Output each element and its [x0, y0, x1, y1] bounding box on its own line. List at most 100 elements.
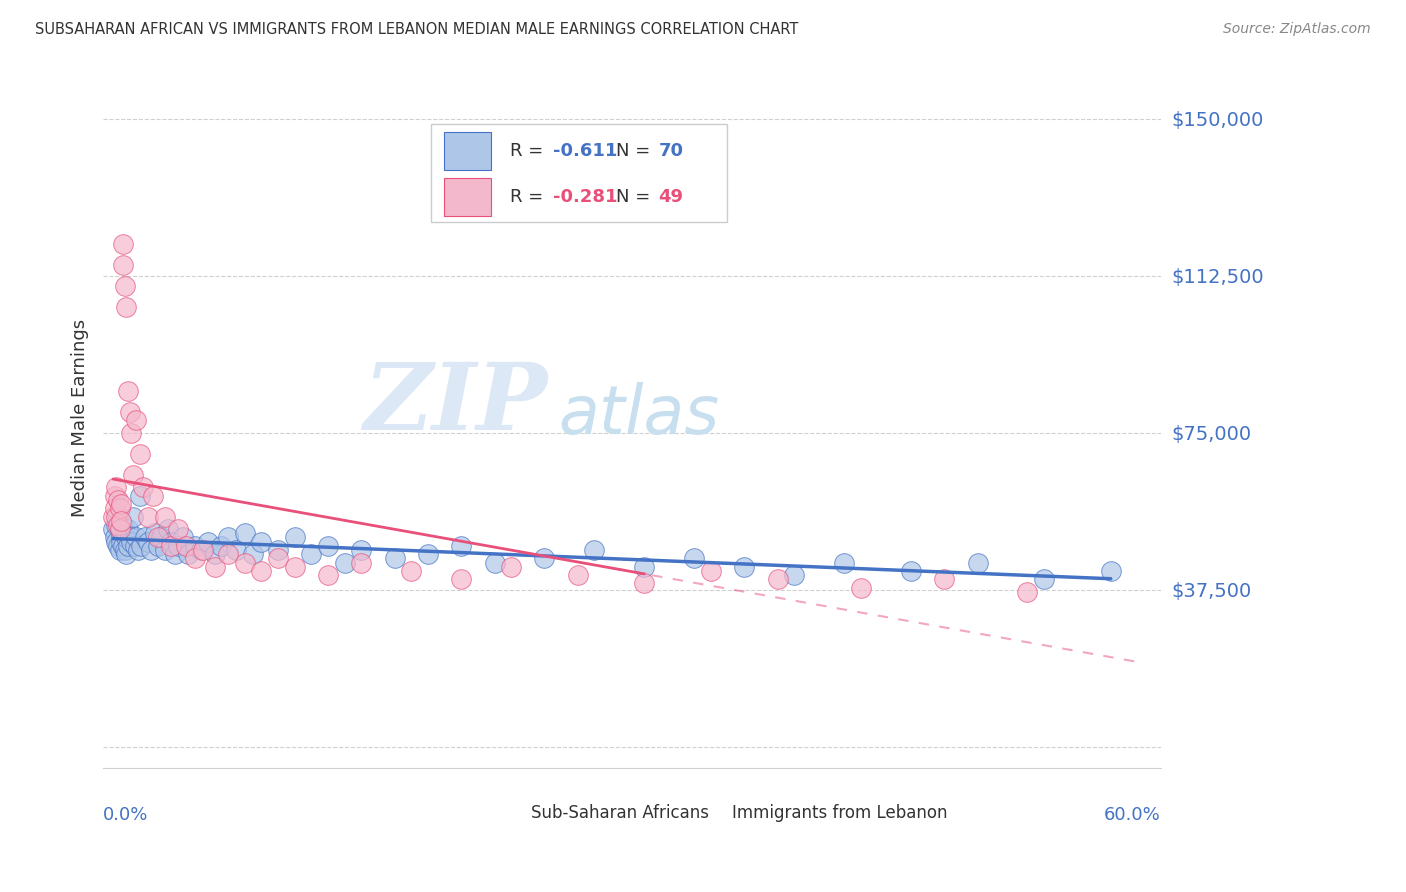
- Point: [107, 517, 129, 532]
- Point: [197, 534, 219, 549]
- Point: [112, 539, 135, 553]
- Point: [733, 559, 755, 574]
- Point: [101, 509, 124, 524]
- Point: [533, 551, 555, 566]
- Point: [225, 543, 247, 558]
- Point: [141, 543, 163, 558]
- Point: [284, 531, 307, 545]
- Point: [267, 551, 290, 566]
- FancyBboxPatch shape: [685, 799, 727, 827]
- Point: [110, 514, 132, 528]
- Text: N =: N =: [616, 142, 657, 161]
- Point: [120, 534, 142, 549]
- Point: [267, 543, 290, 558]
- Point: [110, 531, 132, 545]
- Y-axis label: Median Male Earnings: Median Male Earnings: [72, 319, 89, 517]
- Point: [184, 539, 207, 553]
- FancyBboxPatch shape: [484, 799, 526, 827]
- Point: [122, 509, 145, 524]
- Point: [160, 539, 183, 553]
- Point: [115, 531, 138, 545]
- Point: [136, 509, 159, 524]
- Point: [484, 556, 506, 570]
- Point: [633, 576, 655, 591]
- Point: [124, 539, 146, 553]
- Point: [118, 531, 141, 545]
- Point: [191, 543, 214, 558]
- Point: [1099, 564, 1122, 578]
- Point: [172, 531, 194, 545]
- Point: [132, 480, 155, 494]
- Point: [167, 522, 190, 536]
- Point: [114, 279, 136, 293]
- Text: -0.611: -0.611: [553, 142, 617, 161]
- Point: [136, 534, 159, 549]
- Point: [108, 543, 131, 558]
- Point: [110, 497, 132, 511]
- Point: [450, 539, 472, 553]
- Point: [105, 509, 128, 524]
- Point: [134, 531, 156, 545]
- Text: ZIP: ZIP: [363, 359, 547, 450]
- Point: [242, 547, 264, 561]
- Point: [108, 501, 131, 516]
- Point: [683, 551, 706, 566]
- Point: [209, 539, 232, 553]
- Point: [105, 517, 128, 532]
- Point: [217, 547, 239, 561]
- Point: [104, 489, 127, 503]
- Point: [350, 543, 373, 558]
- Point: [104, 501, 127, 516]
- Point: [177, 547, 200, 561]
- Point: [204, 547, 226, 561]
- Point: [108, 522, 131, 536]
- Point: [120, 425, 142, 440]
- Point: [184, 551, 207, 566]
- Point: [146, 531, 169, 545]
- Point: [107, 509, 129, 524]
- Point: [107, 492, 129, 507]
- Point: [128, 447, 150, 461]
- Point: [350, 556, 373, 570]
- Point: [766, 572, 789, 586]
- Point: [110, 534, 132, 549]
- Point: [316, 568, 339, 582]
- Text: Immigrants from Lebanon: Immigrants from Lebanon: [733, 805, 948, 822]
- Point: [204, 559, 226, 574]
- Point: [125, 531, 148, 545]
- Point: [167, 539, 190, 553]
- Text: 49: 49: [658, 188, 683, 206]
- Point: [1017, 585, 1039, 599]
- Point: [128, 489, 150, 503]
- Point: [122, 467, 145, 482]
- Text: Source: ZipAtlas.com: Source: ZipAtlas.com: [1223, 22, 1371, 37]
- Point: [217, 531, 239, 545]
- Point: [153, 543, 176, 558]
- Point: [384, 551, 406, 566]
- Point: [108, 522, 131, 536]
- Point: [112, 237, 135, 252]
- Text: -0.281: -0.281: [553, 188, 617, 206]
- FancyBboxPatch shape: [444, 178, 491, 216]
- Point: [966, 556, 988, 570]
- Point: [250, 534, 273, 549]
- Point: [190, 543, 212, 558]
- Point: [160, 534, 183, 549]
- Point: [333, 556, 356, 570]
- Point: [146, 539, 169, 553]
- Text: 60.0%: 60.0%: [1104, 806, 1161, 824]
- Point: [416, 547, 439, 561]
- Point: [567, 568, 589, 582]
- Point: [250, 564, 273, 578]
- Point: [233, 526, 256, 541]
- Point: [163, 547, 186, 561]
- Text: atlas: atlas: [558, 382, 718, 448]
- Point: [107, 539, 129, 553]
- Point: [101, 522, 124, 536]
- Text: R =: R =: [510, 188, 550, 206]
- Point: [157, 522, 180, 536]
- Point: [316, 539, 339, 553]
- Point: [849, 581, 872, 595]
- FancyBboxPatch shape: [432, 125, 727, 222]
- Point: [114, 526, 136, 541]
